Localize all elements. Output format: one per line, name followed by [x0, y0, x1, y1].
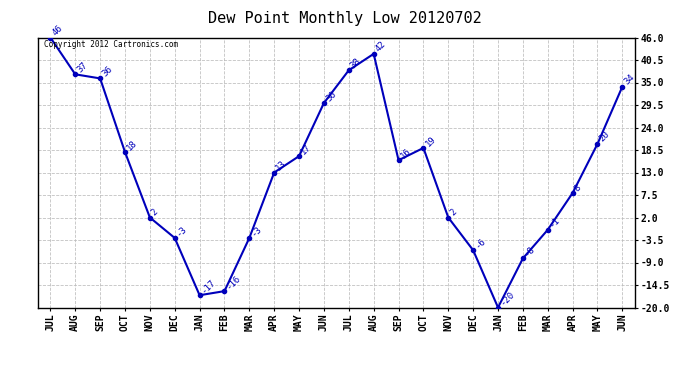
Text: 2: 2	[150, 207, 160, 218]
Text: -6: -6	[473, 236, 487, 250]
Text: 13: 13	[274, 159, 288, 172]
Text: Dew Point Monthly Low 20120702: Dew Point Monthly Low 20120702	[208, 11, 482, 26]
Text: -8: -8	[523, 244, 537, 258]
Text: 46: 46	[50, 24, 64, 38]
Text: 34: 34	[622, 73, 636, 87]
Text: 8: 8	[573, 183, 583, 193]
Text: 20: 20	[598, 130, 611, 144]
Text: 37: 37	[75, 60, 89, 74]
Text: 42: 42	[374, 40, 388, 54]
Text: Copyright 2012 Cartronics.com: Copyright 2012 Cartronics.com	[44, 40, 178, 49]
Text: 16: 16	[399, 146, 413, 160]
Text: 2: 2	[448, 207, 458, 218]
Text: -3: -3	[249, 224, 264, 238]
Text: -3: -3	[175, 224, 188, 238]
Text: 17: 17	[299, 142, 313, 156]
Text: 18: 18	[125, 138, 139, 152]
Text: 30: 30	[324, 89, 338, 103]
Text: 19: 19	[424, 134, 437, 148]
Text: 36: 36	[100, 64, 114, 78]
Text: -1: -1	[548, 216, 562, 230]
Text: -16: -16	[224, 273, 242, 291]
Text: -17: -17	[199, 278, 217, 295]
Text: 38: 38	[349, 56, 363, 70]
Text: -20: -20	[498, 290, 516, 308]
